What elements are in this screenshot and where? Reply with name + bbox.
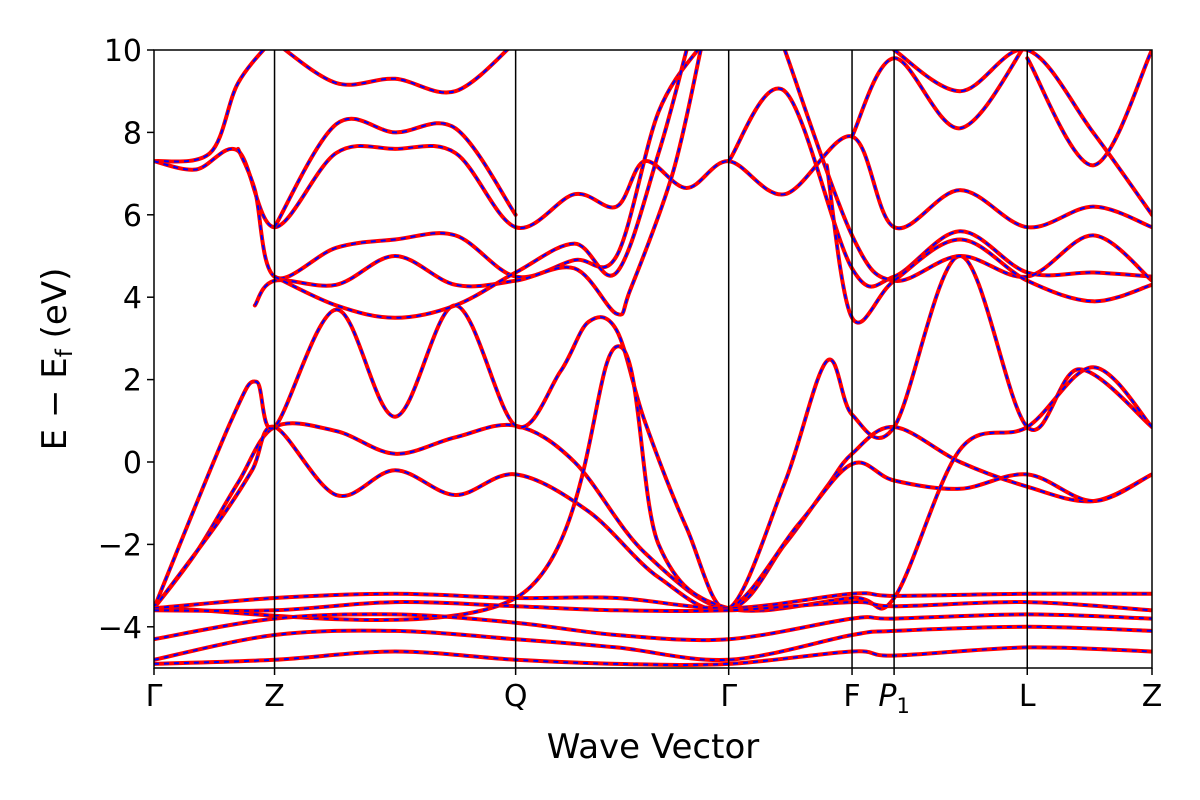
x-tick-label: Q (504, 679, 528, 714)
x-tick-label: L (1019, 679, 1036, 714)
y-tick-label: 4 (123, 281, 142, 316)
band-line-overlay (825, 165, 1152, 324)
band-line (252, 50, 703, 317)
plot-frame (153, 49, 1153, 669)
band-line-overlay (273, 117, 517, 228)
x-tick-label: Z (264, 679, 285, 714)
band-line-overlay (154, 646, 1152, 666)
x-axis-label: Wave Vector (547, 727, 759, 767)
y-tick-label: −4 (98, 611, 142, 646)
x-tick-label: F (843, 679, 860, 714)
band-line-overlay (154, 625, 1152, 662)
band-line (154, 645, 1152, 667)
band-line-overlay (1026, 50, 1152, 167)
x-axis-ticks: Γ Z Q Γ F P1 L Z (146, 668, 1163, 718)
band-line (850, 50, 1025, 139)
band-line (272, 116, 518, 230)
y-tick-label: 0 (123, 446, 142, 481)
y-axis-label: E − Ef (eV) (35, 268, 78, 451)
y-axis-label-unit: (eV) (35, 268, 75, 350)
y-tick-label: 2 (123, 364, 142, 399)
band-line-overlay (893, 50, 1152, 216)
band-line-overlay (154, 613, 1152, 642)
y-axis-label-sub: f (52, 348, 78, 357)
y-tick-label: 10 (104, 34, 142, 69)
band-line-overlay (154, 592, 1152, 610)
band-line-overlay (283, 50, 509, 94)
kpoint-separators (273, 50, 1028, 668)
y-tick-label: 8 (123, 116, 142, 151)
y-axis-ticks: −4 −2 0 2 4 6 8 10 (98, 34, 154, 646)
band-line (154, 600, 1152, 614)
band-line-overlay (851, 50, 1023, 137)
band-line-overlay (237, 50, 700, 280)
band-line-overlay (154, 345, 1152, 621)
band-line-overlay (274, 50, 688, 319)
x-tick-label: P1 (878, 679, 909, 718)
x-tick-label: Γ (146, 679, 163, 714)
y-tick-label: 6 (123, 199, 142, 234)
band-line-overlay (154, 425, 1152, 612)
y-tick-label: −2 (98, 528, 142, 563)
band-line-overlay (154, 135, 1152, 230)
band-line (1025, 50, 1152, 168)
band-lines (154, 50, 1152, 667)
band-line-overlay (154, 50, 265, 163)
band-line-overlay (783, 50, 1152, 282)
band-line-overlay (727, 87, 1152, 288)
y-axis-label-main: E − E (35, 357, 75, 450)
x-tick-label: Z (1142, 679, 1163, 714)
band-line-overlay (154, 422, 1152, 610)
band-line (154, 344, 1152, 622)
x-tick-label: Γ (720, 679, 737, 714)
band-line (154, 50, 267, 164)
band-line (892, 50, 1152, 217)
